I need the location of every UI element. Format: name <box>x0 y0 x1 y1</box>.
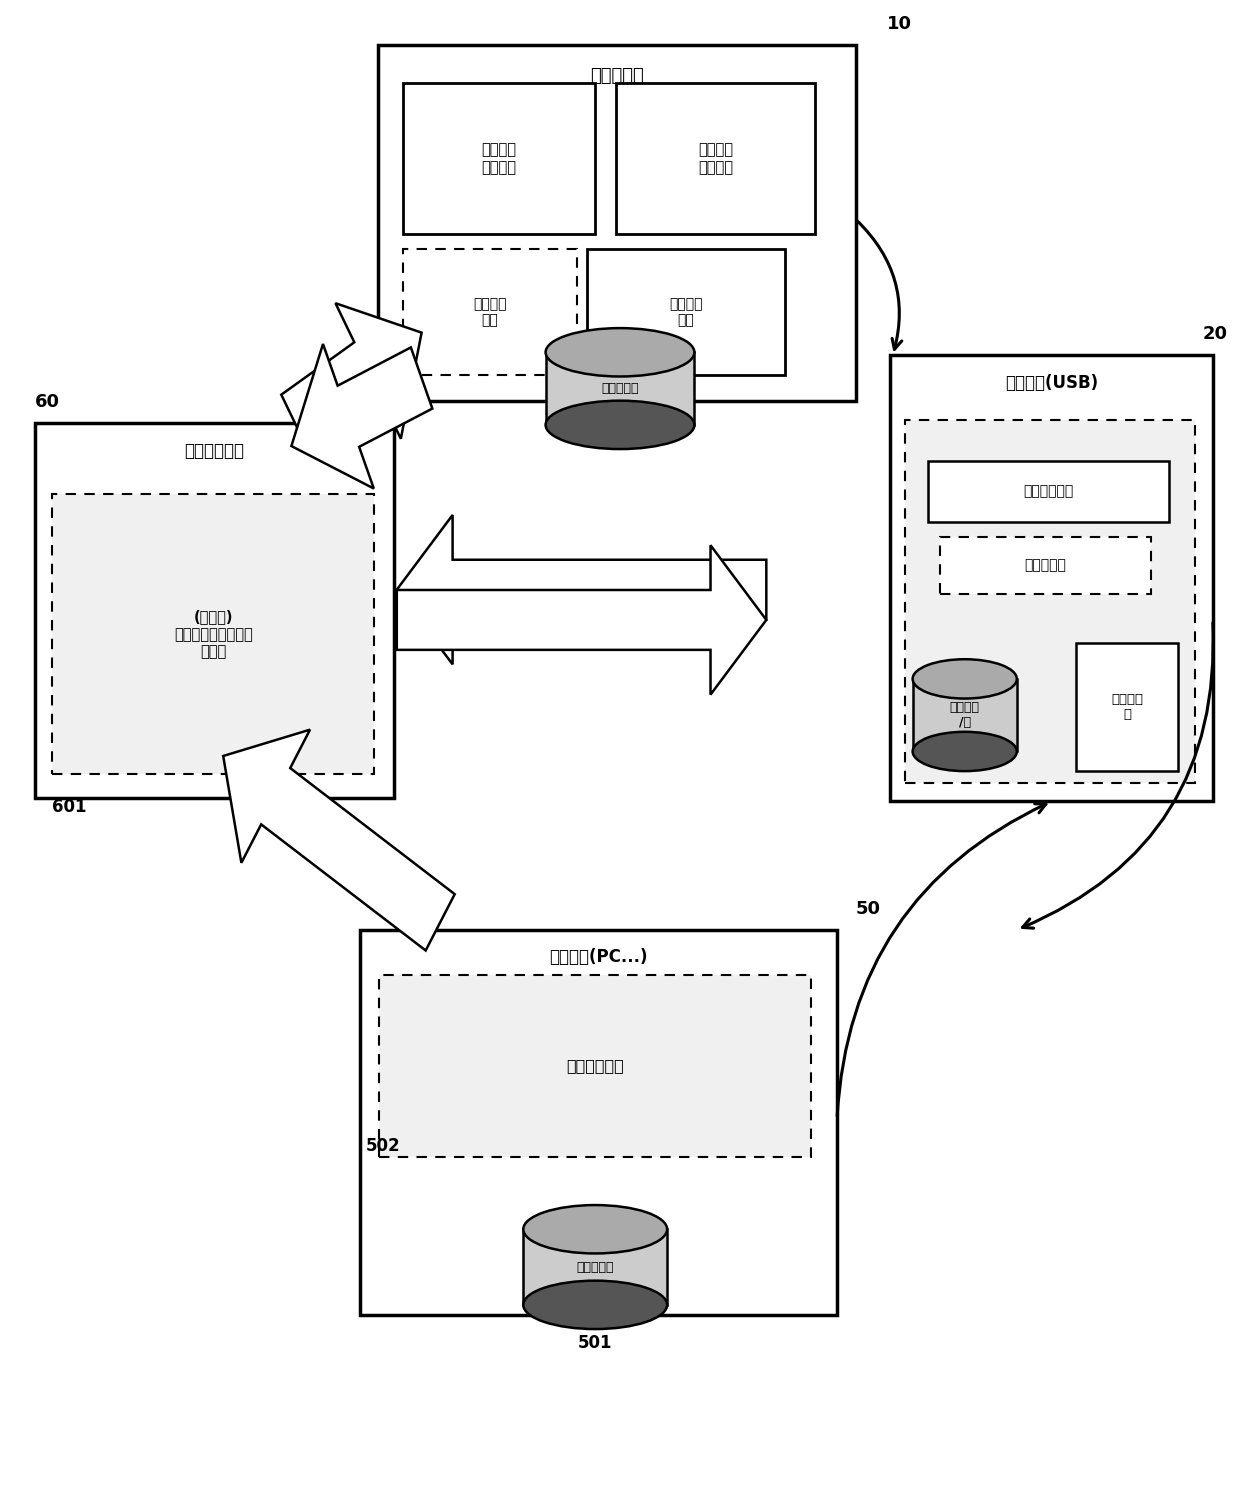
Text: 601: 601 <box>52 798 87 816</box>
Ellipse shape <box>546 328 694 376</box>
Polygon shape <box>223 730 455 951</box>
Bar <box>905 420 1195 783</box>
Text: 第二装置
连接单元: 第二装置 连接单元 <box>698 142 733 175</box>
Text: 60: 60 <box>35 393 60 411</box>
Text: 数据储存
/区: 数据储存 /区 <box>950 702 980 729</box>
Text: (各装置)
验证码及验证程序设
定单元: (各装置) 验证码及验证程序设 定单元 <box>174 609 253 659</box>
Bar <box>523 1229 667 1305</box>
Text: 网络连接
单元: 网络连接 单元 <box>668 298 703 327</box>
Text: 50: 50 <box>856 900 880 918</box>
Text: 备份验证
程序: 备份验证 程序 <box>472 298 507 327</box>
Text: 20: 20 <box>1203 325 1228 343</box>
Bar <box>35 423 394 798</box>
Ellipse shape <box>523 1205 667 1253</box>
Ellipse shape <box>523 1281 667 1329</box>
Text: 备份验证
码: 备份验证 码 <box>1111 692 1143 721</box>
Text: 系统管理平台: 系统管理平台 <box>185 442 244 460</box>
Bar <box>890 355 1213 801</box>
Bar <box>913 679 1017 751</box>
Text: 502: 502 <box>366 1137 401 1155</box>
Polygon shape <box>397 516 766 664</box>
Polygon shape <box>281 304 422 452</box>
Bar <box>403 249 577 375</box>
Text: 10: 10 <box>887 15 911 33</box>
Bar <box>940 537 1151 594</box>
Text: 数据存储区: 数据存储区 <box>577 1261 614 1273</box>
Bar <box>403 83 595 234</box>
Text: 数据储存区: 数据储存区 <box>601 383 639 395</box>
Bar <box>1076 643 1178 771</box>
Text: 网络交换机: 网络交换机 <box>590 67 644 85</box>
Text: 备份指令集: 备份指令集 <box>1024 558 1066 573</box>
Polygon shape <box>291 345 433 488</box>
Text: 第一装置
连接单元: 第一装置 连接单元 <box>481 142 517 175</box>
Ellipse shape <box>913 659 1017 699</box>
Ellipse shape <box>913 732 1017 771</box>
Bar <box>378 45 856 401</box>
Text: 第一装置(USB): 第一装置(USB) <box>1004 373 1099 392</box>
Bar <box>546 352 694 425</box>
Text: 501: 501 <box>578 1334 613 1352</box>
Bar <box>587 249 785 375</box>
Bar <box>360 930 837 1315</box>
Text: 第一控制程序: 第一控制程序 <box>1023 484 1074 499</box>
Bar <box>616 83 815 234</box>
Text: 第二装置(PC...): 第二装置(PC...) <box>549 948 647 966</box>
Polygon shape <box>397 546 766 694</box>
Text: 下载验证程序: 下载验证程序 <box>567 1058 624 1074</box>
Bar <box>379 975 811 1157</box>
Bar <box>928 461 1169 522</box>
Bar <box>52 494 374 774</box>
Ellipse shape <box>546 401 694 449</box>
